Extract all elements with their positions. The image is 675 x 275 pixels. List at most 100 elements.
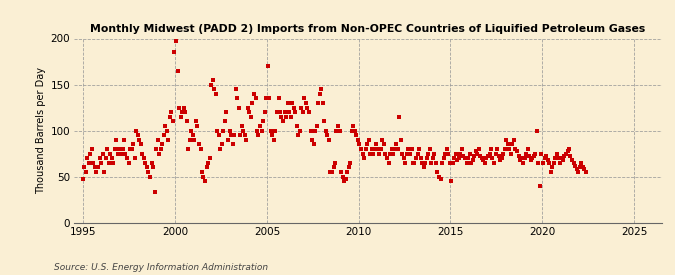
Point <box>284 110 294 114</box>
Point <box>498 152 509 156</box>
Point <box>516 156 527 160</box>
Point <box>484 152 495 156</box>
Point <box>310 128 321 133</box>
Point <box>188 133 198 138</box>
Point <box>565 154 576 159</box>
Point <box>507 142 518 147</box>
Point <box>281 115 292 119</box>
Point <box>579 167 590 172</box>
Point <box>357 152 368 156</box>
Point <box>432 170 443 174</box>
Point <box>374 152 385 156</box>
Point <box>123 161 134 165</box>
Point <box>196 170 207 174</box>
Point <box>437 161 448 165</box>
Point <box>207 78 218 82</box>
Point <box>96 161 107 165</box>
Point <box>389 147 400 151</box>
Point <box>466 161 477 165</box>
Point <box>183 147 194 151</box>
Point <box>358 156 369 160</box>
Point <box>456 147 467 151</box>
Point <box>299 96 310 101</box>
Point <box>373 147 383 151</box>
Point <box>195 147 206 151</box>
Point <box>102 147 113 151</box>
Point <box>339 179 350 183</box>
Point <box>448 161 458 165</box>
Point <box>536 152 547 156</box>
Point <box>467 158 478 162</box>
Point <box>270 128 281 133</box>
Point <box>354 142 364 147</box>
Point <box>550 156 561 160</box>
Point <box>136 142 146 147</box>
Point <box>143 170 154 174</box>
Point <box>383 161 394 165</box>
Point <box>277 119 288 123</box>
Point <box>348 124 359 128</box>
Point <box>305 128 316 133</box>
Point <box>111 138 122 142</box>
Point <box>502 142 513 147</box>
Point <box>302 105 313 110</box>
Point <box>259 110 270 114</box>
Point <box>250 96 261 101</box>
Point <box>213 133 224 138</box>
Point <box>192 124 202 128</box>
Point <box>265 128 276 133</box>
Point <box>493 154 504 159</box>
Point <box>514 158 525 162</box>
Point <box>420 161 431 165</box>
Point <box>294 128 305 133</box>
Point <box>131 128 142 133</box>
Point <box>119 138 130 142</box>
Point <box>513 154 524 159</box>
Point <box>504 147 515 151</box>
Point <box>350 128 360 133</box>
Point <box>317 101 328 105</box>
Point <box>172 68 183 73</box>
Point <box>379 142 389 147</box>
Point <box>253 133 264 138</box>
Point <box>386 147 397 151</box>
Point <box>165 115 176 119</box>
Point <box>240 133 250 138</box>
Point <box>126 147 137 151</box>
Point <box>236 124 247 128</box>
Point <box>146 161 157 165</box>
Point <box>321 128 331 133</box>
Point <box>108 161 119 165</box>
Point <box>398 156 409 160</box>
Point <box>559 154 570 159</box>
Point <box>435 176 446 181</box>
Point <box>571 167 582 172</box>
Point <box>92 165 103 170</box>
Point <box>85 152 96 156</box>
Point <box>198 174 209 179</box>
Point <box>362 142 373 147</box>
Point <box>91 170 102 174</box>
Point <box>254 124 265 128</box>
Point <box>132 133 143 138</box>
Point <box>173 105 184 110</box>
Point <box>375 147 386 151</box>
Point <box>114 147 125 151</box>
Point <box>78 176 88 181</box>
Point <box>450 152 461 156</box>
Point <box>346 128 357 133</box>
Point <box>392 147 403 151</box>
Point <box>154 152 165 156</box>
Point <box>363 138 374 142</box>
Point <box>202 161 213 165</box>
Point <box>171 39 182 43</box>
Point <box>227 142 238 147</box>
Point <box>551 152 562 156</box>
Point <box>217 142 227 147</box>
Point <box>468 154 479 159</box>
Point <box>315 92 325 96</box>
Point <box>508 138 519 142</box>
Point <box>155 147 166 151</box>
Point <box>97 152 108 156</box>
Point <box>496 156 507 160</box>
